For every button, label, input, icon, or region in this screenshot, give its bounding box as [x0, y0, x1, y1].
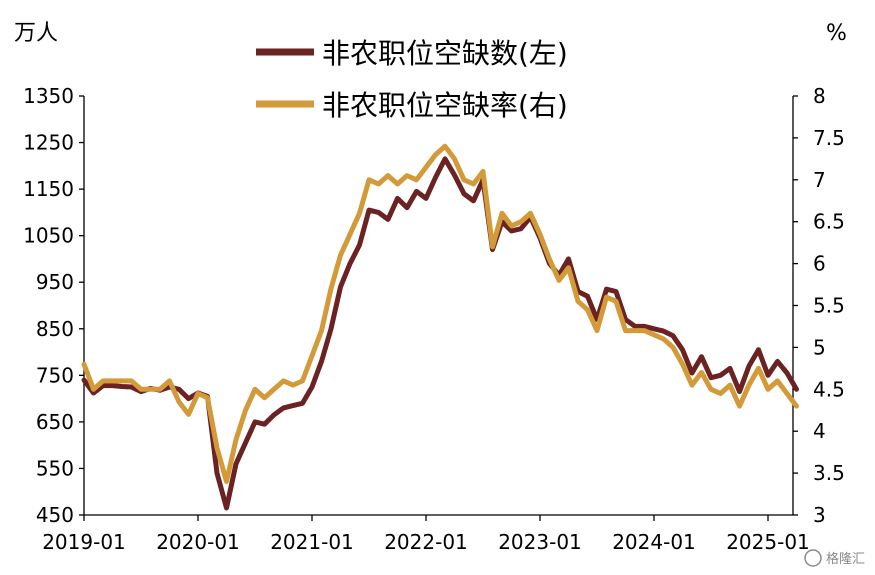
left-unit-label: 万人 [14, 21, 58, 46]
legend-label-openings: 非农职位空缺数(左) [322, 37, 568, 70]
right-tick-label: 3 [813, 503, 826, 527]
right-tick-label: 4.5 [813, 377, 845, 401]
left-tick-label: 450 [36, 503, 74, 527]
x-tick-label: 2020-01 [156, 530, 240, 554]
right-tick-label: 5.5 [813, 294, 845, 318]
right-tick-label: 7 [813, 168, 826, 192]
right-tick-label: 3.5 [813, 461, 845, 485]
left-tick-label: 1250 [23, 131, 74, 155]
right-tick-label: 5 [813, 335, 826, 359]
x-tick-label: 2025-01 [726, 530, 810, 554]
series-line-openings [81, 156, 799, 511]
legend: 非农职位空缺数(左) 非农职位空缺率(右) [256, 37, 568, 122]
right-tick-label: 7.5 [813, 126, 845, 150]
legend-label-rate: 非农职位空缺率(右) [322, 89, 568, 122]
left-tick-label: 1350 [23, 84, 74, 108]
watermark: 格隆汇 [804, 549, 865, 567]
x-tick-label: 2022-01 [384, 530, 468, 554]
watermark-text: 格隆汇 [826, 551, 865, 567]
left-tick-label: 750 [36, 363, 74, 387]
x-tick-label: 2019-01 [42, 530, 126, 554]
series-line-rate [81, 143, 799, 484]
left-tick-label: 950 [36, 270, 74, 294]
right-unit-label: % [826, 21, 847, 46]
series-layer [81, 143, 799, 511]
watermark-logo-icon [804, 549, 822, 567]
right-tick-label: 4 [813, 419, 826, 443]
left-tick-label: 650 [36, 410, 74, 434]
axes: 450 550 650 750 850 950 1050 1150 1250 1350 3 3.5 4 4… [23, 84, 845, 554]
left-tick-label: 550 [36, 456, 74, 480]
right-tick-label: 6.5 [813, 210, 845, 234]
left-tick-label: 1150 [23, 177, 74, 201]
right-tick-label: 8 [813, 84, 826, 108]
x-tick-label: 2024-01 [612, 530, 696, 554]
x-tick-label: 2021-01 [270, 530, 354, 554]
left-tick-label: 1050 [23, 224, 74, 248]
x-tick-label: 2023-01 [498, 530, 582, 554]
right-tick-label: 6 [813, 252, 826, 276]
left-tick-label: 850 [36, 317, 74, 341]
